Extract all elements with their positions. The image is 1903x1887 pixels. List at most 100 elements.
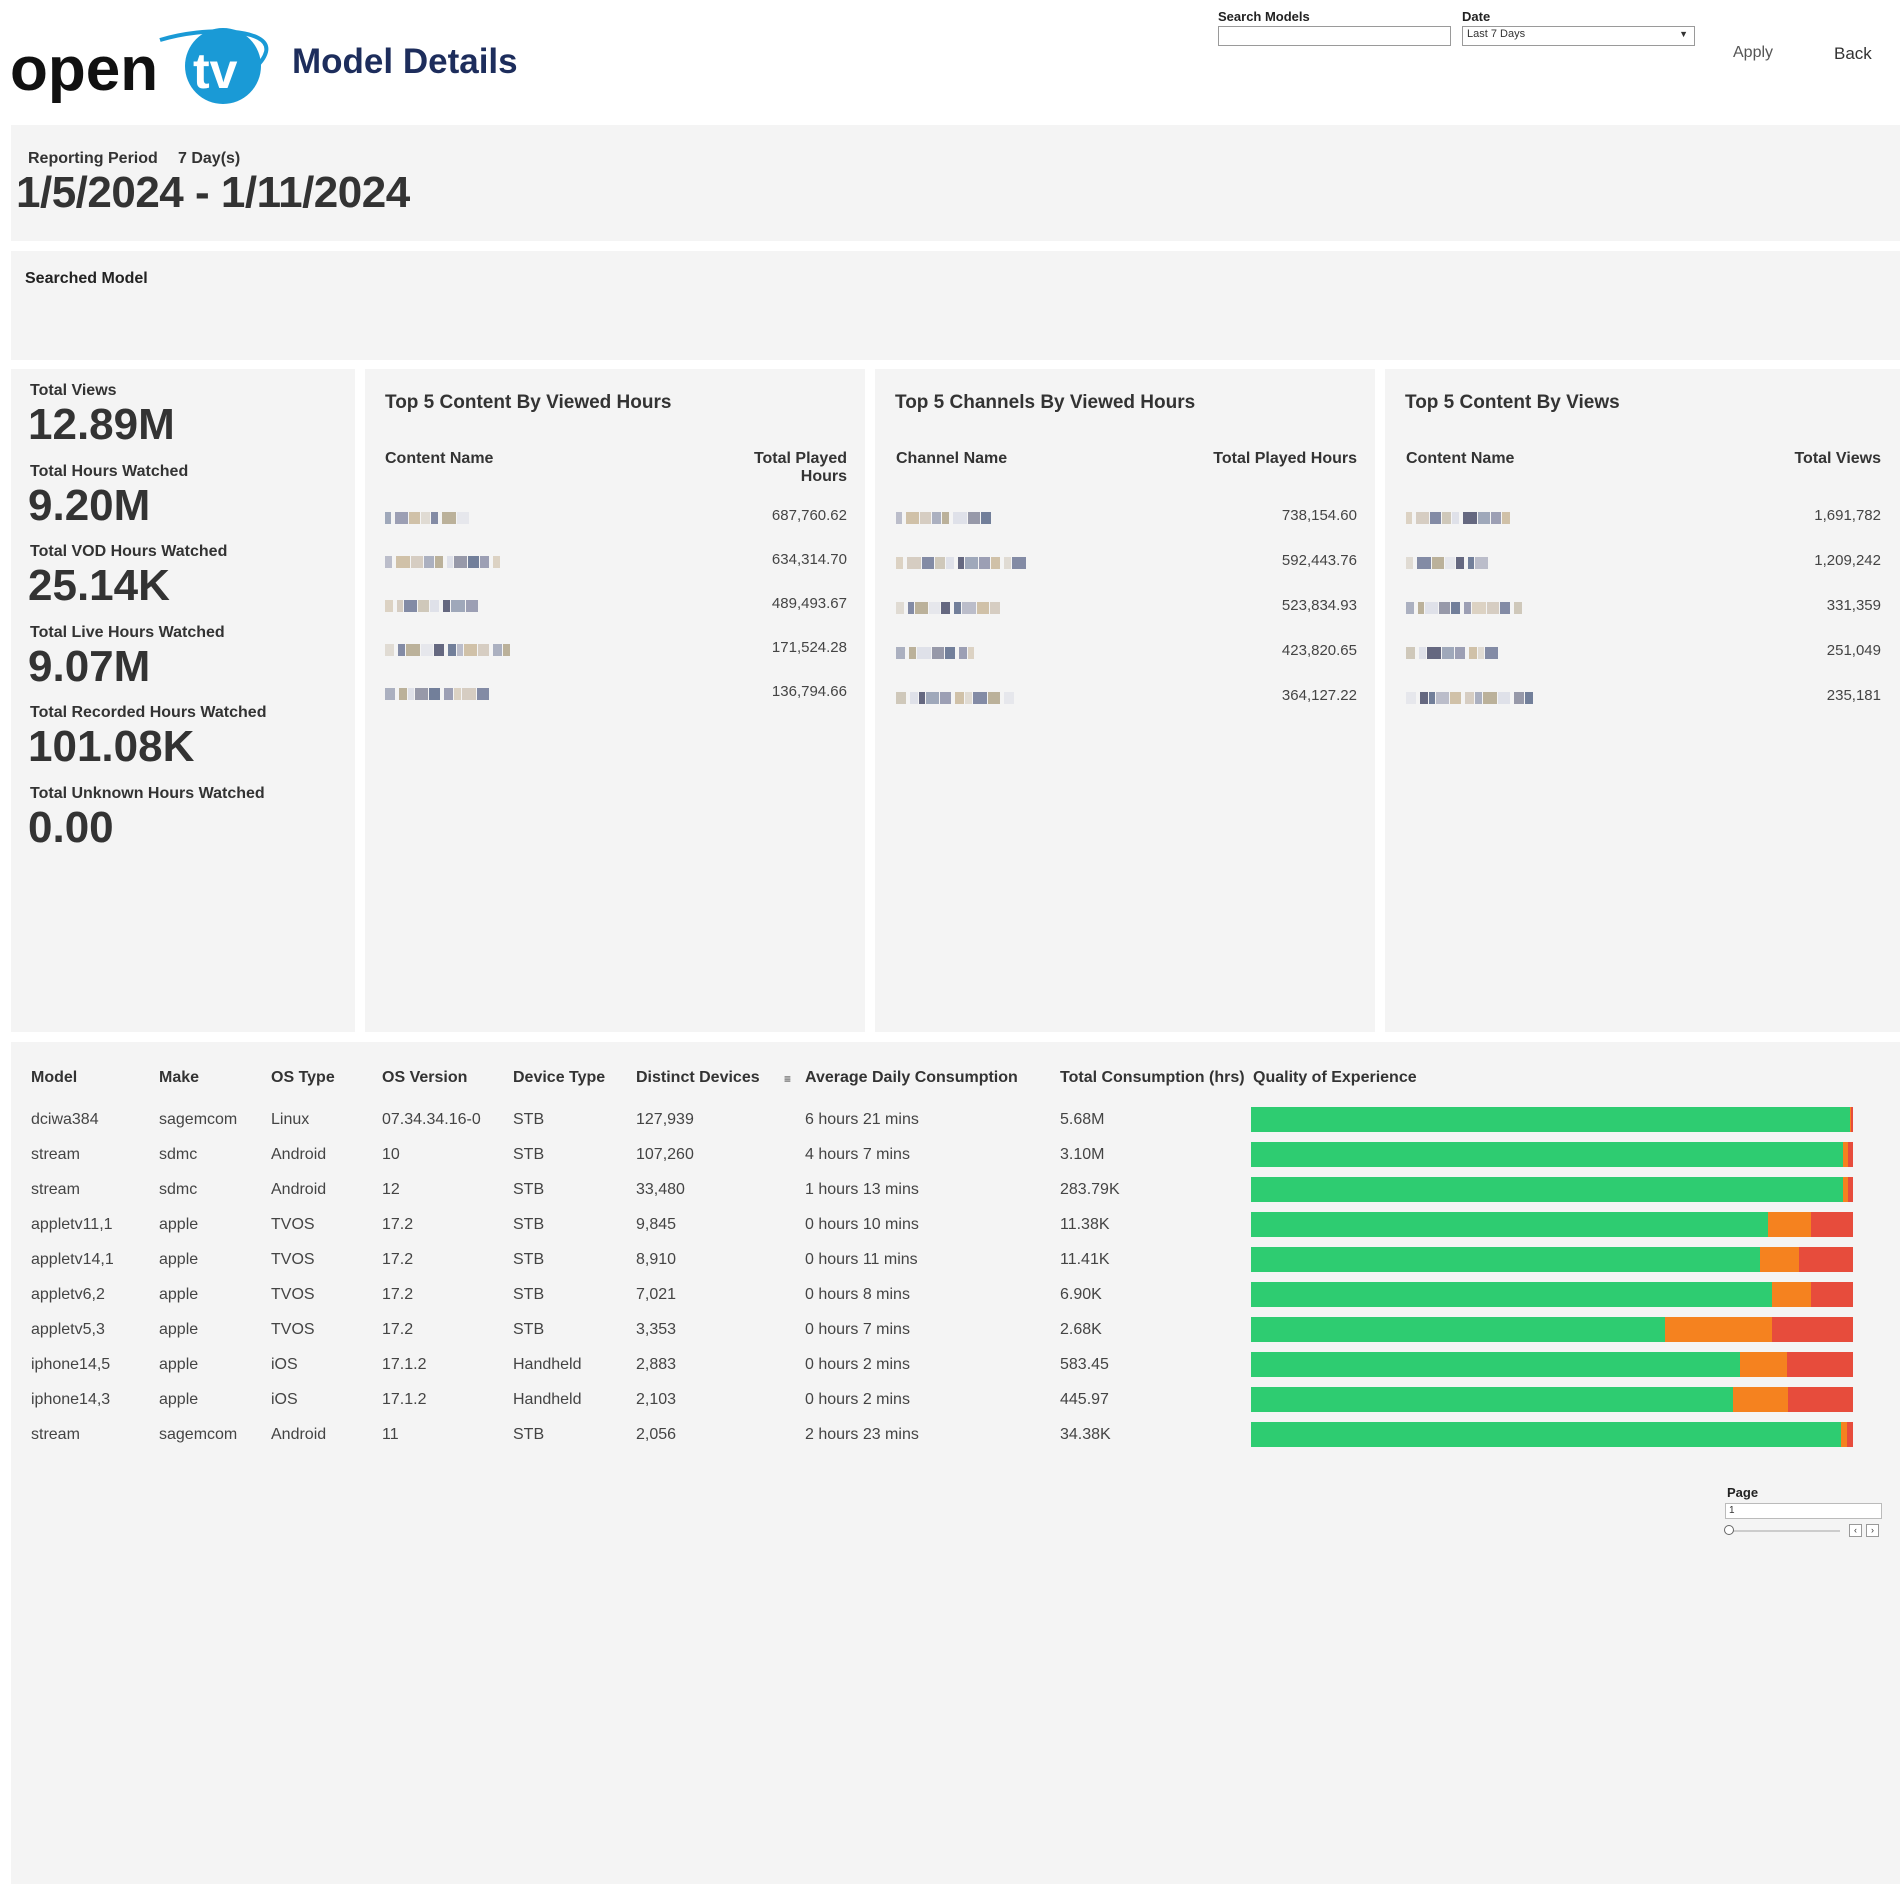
chevron-right-icon[interactable]: › (1866, 1524, 1879, 1537)
column-header-make[interactable]: Make (159, 1069, 200, 1086)
quality-bar[interactable] (1251, 1387, 1853, 1412)
blurred-name-cell (896, 644, 1046, 659)
cell-total-consumption: 34.38K (1060, 1426, 1111, 1443)
cell-total-consumption: 283.79K (1060, 1181, 1120, 1198)
quality-poor-segment (1787, 1387, 1853, 1412)
quality-bar[interactable] (1251, 1352, 1853, 1377)
column-header: Total Played Hours (1213, 450, 1357, 467)
quality-fair-segment (1843, 1177, 1849, 1202)
quality-bar[interactable] (1251, 1142, 1853, 1167)
cell-total-consumption: 11.38K (1060, 1216, 1110, 1233)
card-row-value: 592,443.76 (1281, 552, 1357, 569)
sort-icon[interactable]: ≡ (784, 1072, 792, 1086)
blurred-name-cell (385, 509, 535, 524)
cell-total-consumption: 3.10M (1060, 1146, 1105, 1163)
quality-fair-segment (1849, 1107, 1852, 1132)
cell-model: appletv5,3 (31, 1321, 105, 1338)
page-slider-knob[interactable] (1724, 1525, 1734, 1535)
cell-os-type: TVOS (271, 1286, 315, 1303)
cell-os-type: TVOS (271, 1251, 315, 1268)
cell-average-daily: 0 hours 2 mins (805, 1391, 910, 1408)
quality-fair-segment (1739, 1352, 1787, 1377)
quality-fair-segment (1759, 1247, 1799, 1272)
cell-model: appletv14,1 (31, 1251, 114, 1268)
card-row-value: 171,524.28 (771, 639, 847, 656)
search-models-input[interactable] (1218, 26, 1451, 46)
column-header: Content Name (1406, 450, 1515, 467)
cell-os-version: 17.2 (382, 1216, 414, 1233)
cell-os-version: 17.1.2 (382, 1356, 427, 1373)
cell-os-version: 17.2 (382, 1286, 414, 1303)
page-slider[interactable] (1728, 1530, 1840, 1532)
column-header-os-version[interactable]: OS Version (382, 1069, 468, 1086)
card-row-value: 523,834.93 (1281, 597, 1357, 614)
search-models-filter: Search Models (1218, 9, 1451, 46)
quality-bar[interactable] (1251, 1107, 1853, 1132)
quality-poor-segment (1798, 1247, 1853, 1272)
card-row-value: 251,049 (1826, 642, 1881, 659)
kpi-value: 25.14K (28, 561, 170, 610)
kpi-panel (11, 369, 355, 1032)
quality-bar[interactable] (1251, 1212, 1853, 1237)
blurred-name-cell (1406, 644, 1556, 659)
cell-device-type: STB (513, 1286, 545, 1303)
column-header-os-type[interactable]: OS Type (271, 1069, 335, 1086)
cell-os-type: Android (271, 1181, 327, 1198)
quality-fair-segment (1732, 1387, 1788, 1412)
quality-bar[interactable] (1251, 1177, 1853, 1202)
card-row-value: 331,359 (1826, 597, 1881, 614)
cell-os-version: 12 (382, 1181, 400, 1198)
cell-device-type: STB (513, 1146, 545, 1163)
cell-model: appletv11,1 (31, 1216, 113, 1233)
cell-distinct-devices: 3,353 (636, 1321, 677, 1338)
quality-good-segment (1251, 1317, 1666, 1342)
back-button[interactable]: Back (1834, 44, 1872, 63)
chevron-left-icon[interactable]: ‹ (1849, 1524, 1862, 1537)
column-header: Content Name (385, 450, 494, 467)
column-header-total-consumption[interactable]: Total Consumption (hrs) (1060, 1069, 1245, 1086)
cell-make: apple (159, 1251, 199, 1268)
kpi-value: 9.07M (28, 642, 151, 691)
date-label: Date (1462, 9, 1491, 24)
cell-device-type: STB (513, 1426, 545, 1443)
cell-device-type: Handheld (513, 1356, 582, 1373)
page-input[interactable]: 1 (1725, 1503, 1882, 1519)
column-header-distinct-devices[interactable]: Distinct Devices (636, 1069, 760, 1086)
page-title: Model Details (292, 42, 518, 81)
column-header: Total Views (1794, 450, 1881, 467)
card-row-value: 489,493.67 (771, 595, 847, 612)
quality-bar[interactable] (1251, 1422, 1853, 1447)
column-header-model[interactable]: Model (31, 1069, 78, 1086)
reporting-period-range: 1/5/2024 - 1/11/2024 (16, 168, 410, 217)
column-header-quality[interactable]: Quality of Experience (1253, 1069, 1417, 1086)
apply-button[interactable]: Apply (1733, 44, 1774, 61)
quality-poor-segment (1810, 1282, 1853, 1307)
quality-bar[interactable] (1251, 1317, 1853, 1342)
card-row-value: 1,691,782 (1814, 507, 1881, 524)
card-row-value: 687,760.62 (771, 507, 847, 524)
card-row-value: 634,314.70 (771, 551, 847, 568)
quality-good-segment (1251, 1387, 1733, 1412)
card-title: Top 5 Channels By Viewed Hours (895, 392, 1196, 413)
quality-poor-segment (1786, 1352, 1853, 1377)
column-header-device-type[interactable]: Device Type (513, 1069, 606, 1086)
searched-model-label: Searched Model (25, 270, 148, 287)
quality-bar[interactable] (1251, 1247, 1853, 1272)
blurred-name-cell (385, 553, 535, 568)
kpi-value: 0.00 (28, 803, 114, 852)
blurred-name-cell (385, 685, 535, 700)
cell-average-daily: 2 hours 23 mins (805, 1426, 919, 1443)
cell-make: sagemcom (159, 1426, 238, 1443)
kpi-label: Total Live Hours Watched (30, 624, 225, 641)
quality-poor-segment (1810, 1212, 1853, 1237)
date-select[interactable]: Last 7 Days ▼ (1462, 26, 1695, 46)
kpi-value: 101.08K (28, 722, 195, 771)
cell-total-consumption: 5.68M (1060, 1111, 1105, 1128)
quality-bar[interactable] (1251, 1282, 1853, 1307)
cell-model: appletv6,2 (31, 1286, 105, 1303)
quality-good-segment (1251, 1422, 1841, 1447)
cell-average-daily: 1 hours 13 mins (805, 1181, 919, 1198)
cell-model: stream (31, 1426, 80, 1443)
column-header-average-daily[interactable]: Average Daily Consumption (805, 1069, 1018, 1086)
cell-os-version: 07.34.34.16-0 (382, 1111, 481, 1128)
